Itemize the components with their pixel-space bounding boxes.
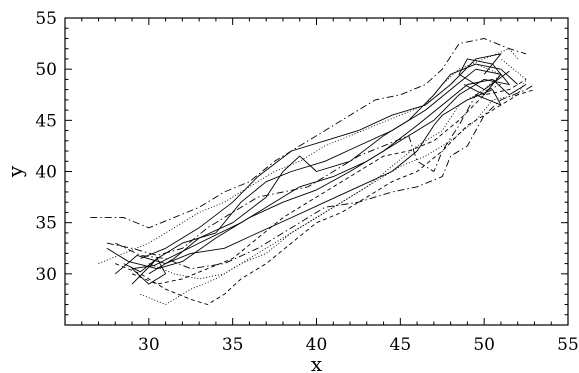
x-tick-label: 55 (557, 335, 579, 355)
trajectory-13 (98, 48, 519, 265)
y-tick-label: 40 (35, 163, 57, 183)
x-tick-label: 30 (138, 335, 160, 355)
y-tick-label: 35 (35, 214, 57, 234)
trajectory-9 (106, 84, 502, 256)
trajectory-6 (148, 63, 519, 275)
y-axis-label: y (3, 165, 27, 178)
y-tick-label: 45 (35, 111, 57, 131)
y-tick-label: 50 (35, 60, 57, 80)
y-tick-label: 55 (35, 9, 57, 29)
trajectory-11 (131, 79, 527, 285)
trajectory-7 (90, 38, 527, 229)
data-layer (90, 38, 535, 305)
ticks-layer (64, 17, 569, 326)
trajectory-4 (140, 53, 502, 259)
trajectory-2 (106, 78, 527, 270)
x-tick-label: 35 (222, 335, 244, 355)
y-tick-label: 30 (35, 265, 57, 285)
trajectory-8 (115, 84, 535, 270)
tick-labels-layer: 30 35 40 45 50 55 30 35 40 45 50 55 (35, 9, 578, 355)
trajectory-10 (115, 89, 535, 305)
x-tick-label: 40 (306, 335, 328, 355)
x-tick-label: 50 (473, 335, 495, 355)
x-axis-label: x (311, 352, 323, 373)
trajectory-1 (123, 58, 510, 285)
trajectory-12 (148, 58, 527, 280)
trajectory-5 (115, 89, 502, 275)
trajectory-14 (140, 63, 502, 305)
x-tick-label: 45 (390, 335, 412, 355)
trajectory-3 (131, 68, 502, 285)
